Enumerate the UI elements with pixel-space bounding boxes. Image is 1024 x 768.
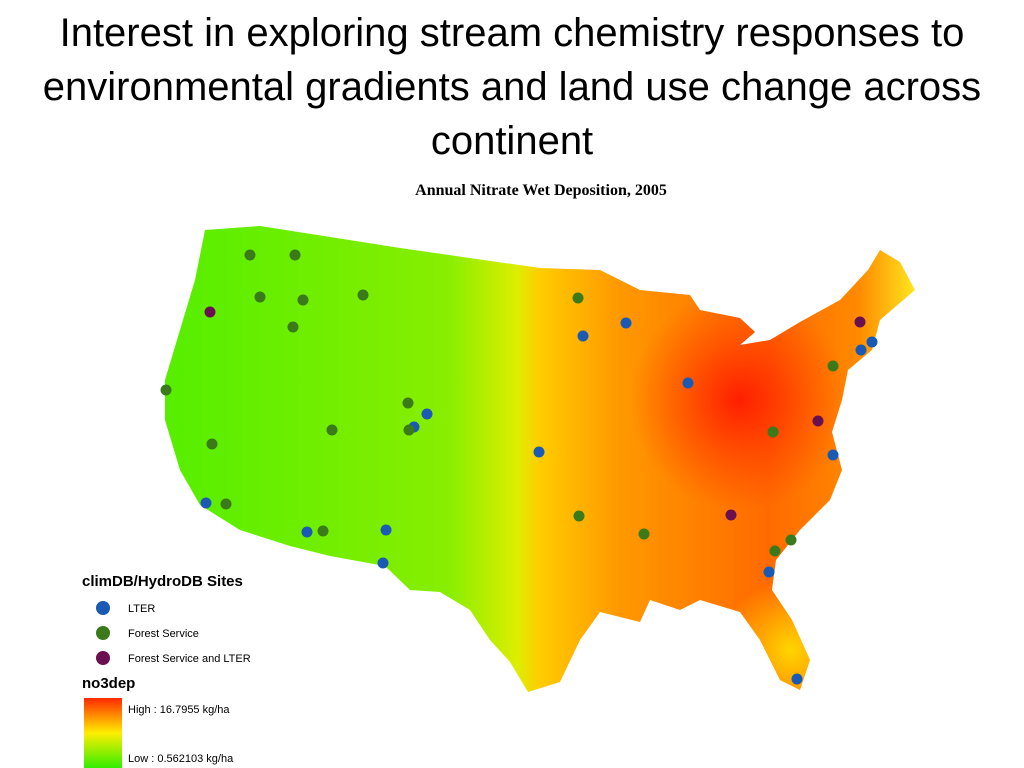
ramp-high-label: High : 16.7955 kg/ha xyxy=(128,704,230,716)
legend-title: no3dep xyxy=(82,675,135,692)
site-marker xyxy=(326,424,338,436)
legend-title: climDB/HydroDB Sites xyxy=(82,573,243,590)
site-marker xyxy=(573,510,585,522)
site-marker xyxy=(572,292,584,304)
site-marker xyxy=(377,557,389,569)
site-marker xyxy=(287,321,299,333)
site-marker xyxy=(725,509,737,521)
color-ramp xyxy=(84,698,122,768)
site-marker xyxy=(220,498,232,510)
site-marker xyxy=(855,344,867,356)
site-marker xyxy=(357,289,369,301)
legend-marker xyxy=(96,651,110,665)
site-marker xyxy=(204,306,216,318)
site-marker xyxy=(866,336,878,348)
site-marker xyxy=(403,424,415,436)
legend-label: LTER xyxy=(128,603,155,615)
slide-title: Interest in exploring stream chemistry r… xyxy=(42,11,982,163)
site-marker xyxy=(854,316,866,328)
legend-marker xyxy=(96,626,110,640)
site-marker xyxy=(620,317,632,329)
site-marker xyxy=(254,291,266,303)
ramp-low-label: Low : 0.562103 kg/ha xyxy=(128,753,234,765)
site-marker xyxy=(244,249,256,261)
site-marker xyxy=(638,528,650,540)
site-marker xyxy=(317,525,329,537)
map-title: Annual Nitrate Wet Deposition, 2005 xyxy=(415,182,667,199)
site-marker xyxy=(160,384,172,396)
site-marker xyxy=(827,449,839,461)
site-marker xyxy=(827,360,839,372)
site-marker xyxy=(791,673,803,685)
site-marker xyxy=(206,438,218,450)
site-marker xyxy=(682,377,694,389)
legend-items: LTER Forest Service Forest Service and LTE… xyxy=(96,601,251,665)
site-markers xyxy=(160,249,878,685)
site-marker xyxy=(380,524,392,536)
site-marker xyxy=(577,330,589,342)
deposition-surface xyxy=(165,226,915,692)
site-marker xyxy=(763,566,775,578)
legend-marker xyxy=(96,601,110,615)
site-marker xyxy=(289,249,301,261)
site-marker xyxy=(402,397,414,409)
legend-label: Forest Service xyxy=(128,628,199,640)
site-marker xyxy=(421,408,433,420)
site-marker xyxy=(785,534,797,546)
site-marker xyxy=(767,426,779,438)
site-marker xyxy=(301,526,313,538)
site-marker xyxy=(297,294,309,306)
legend-label: Forest Service and LTER xyxy=(128,653,251,665)
site-marker xyxy=(812,415,824,427)
site-marker xyxy=(533,446,545,458)
site-marker xyxy=(200,497,212,509)
site-marker xyxy=(769,545,781,557)
